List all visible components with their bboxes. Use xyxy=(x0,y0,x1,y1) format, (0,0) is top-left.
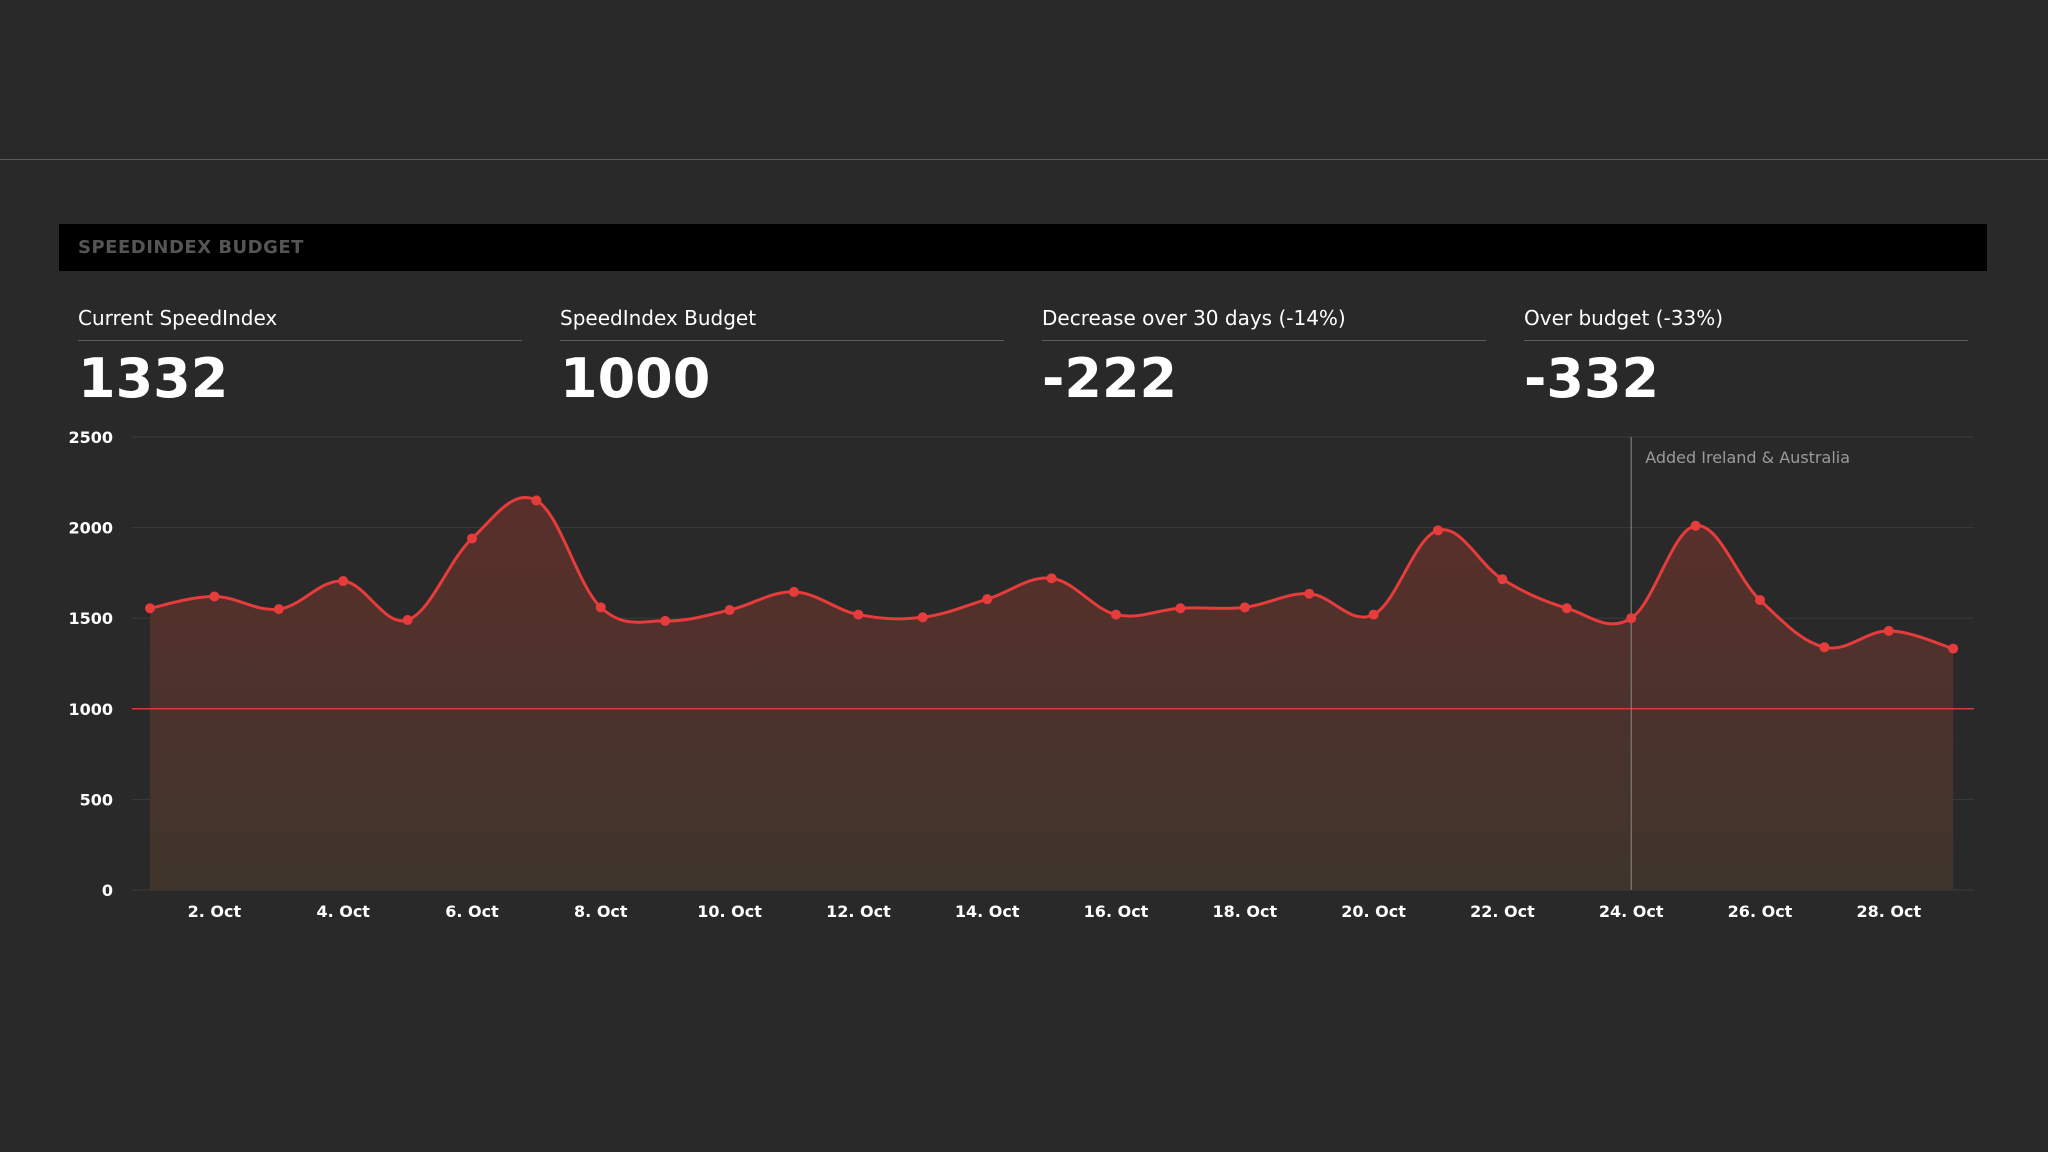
series-area xyxy=(150,497,1954,890)
data-point xyxy=(1111,609,1121,620)
stat-decrease-30-days: Decrease over 30 days (-14%) -222 xyxy=(1042,306,1486,408)
x-tick-label: 12. Oct xyxy=(826,902,891,921)
stat-value: 1332 xyxy=(78,347,229,410)
x-tick-label: 4. Oct xyxy=(316,902,370,921)
y-tick-label: 1500 xyxy=(68,609,113,628)
data-point xyxy=(145,603,155,614)
data-point xyxy=(209,591,220,602)
data-point xyxy=(1883,625,1894,636)
x-tick-label: 22. Oct xyxy=(1470,902,1535,921)
data-point xyxy=(273,604,284,615)
stat-value: 1000 xyxy=(560,347,711,410)
y-tick-label: 500 xyxy=(80,790,113,809)
data-point xyxy=(1175,603,1186,614)
data-point xyxy=(1819,642,1830,653)
data-point xyxy=(595,602,606,613)
y-tick-label: 2000 xyxy=(68,519,113,538)
y-tick-label: 2500 xyxy=(68,428,113,447)
stat-current-speedindex: Current SpeedIndex 1332 xyxy=(78,306,522,408)
x-tick-label: 20. Oct xyxy=(1341,902,1406,921)
stat-label: SpeedIndex Budget xyxy=(560,306,1004,341)
x-tick-label: 24. Oct xyxy=(1599,902,1664,921)
data-point xyxy=(402,615,413,626)
y-tick-label: 1000 xyxy=(68,700,113,719)
x-tick-label: 18. Oct xyxy=(1212,902,1277,921)
stat-speedindex-budget: SpeedIndex Budget 1000 xyxy=(560,306,1004,408)
stat-label: Current SpeedIndex xyxy=(78,306,522,341)
data-point xyxy=(660,615,671,626)
data-point xyxy=(724,605,735,616)
y-tick-label: 0 xyxy=(102,881,113,900)
stat-over-budget: Over budget (-33%) -332 xyxy=(1524,306,1968,408)
data-point xyxy=(1239,602,1250,613)
data-point xyxy=(1368,609,1379,620)
data-point xyxy=(982,594,993,605)
panel-title: SPEEDINDEX BUDGET xyxy=(78,237,304,258)
stat-label: Decrease over 30 days (-14%) xyxy=(1042,306,1486,341)
data-point xyxy=(531,495,542,506)
stat-value: -332 xyxy=(1524,347,1660,410)
data-point xyxy=(1046,573,1057,584)
data-point xyxy=(1561,603,1572,614)
x-tick-label: 28. Oct xyxy=(1856,902,1921,921)
data-point xyxy=(1433,525,1443,536)
x-tick-label: 10. Oct xyxy=(697,902,762,921)
x-tick-label: 26. Oct xyxy=(1728,902,1793,921)
data-point xyxy=(853,609,864,620)
data-point xyxy=(467,533,477,544)
top-divider xyxy=(0,159,2048,160)
annotation-label: Added Ireland & Australia xyxy=(1645,448,1850,467)
data-point xyxy=(1497,574,1508,585)
x-tick-label: 14. Oct xyxy=(955,902,1020,921)
x-tick-label: 6. Oct xyxy=(445,902,499,921)
data-point xyxy=(1690,520,1701,531)
data-point xyxy=(1948,643,1959,654)
x-tick-label: 16. Oct xyxy=(1084,902,1149,921)
data-point xyxy=(1755,595,1765,606)
x-tick-label: 8. Oct xyxy=(574,902,628,921)
data-point xyxy=(917,612,928,623)
panel-header: SPEEDINDEX BUDGET xyxy=(59,224,1987,271)
stat-label: Over budget (-33%) xyxy=(1524,306,1968,341)
data-point xyxy=(1304,588,1315,599)
stat-value: -222 xyxy=(1042,347,1178,410)
data-point xyxy=(789,586,799,597)
x-tick-label: 2. Oct xyxy=(188,902,242,921)
data-point xyxy=(1626,613,1637,624)
data-point xyxy=(338,576,349,587)
